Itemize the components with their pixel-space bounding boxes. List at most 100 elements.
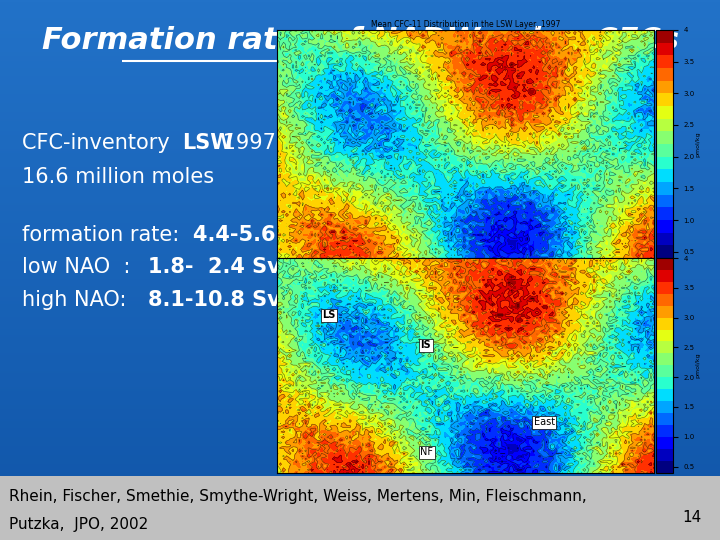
- Bar: [0, 261, 720, 263]
- Bar: [0, 50, 720, 52]
- Bar: [0, 417, 720, 420]
- Bar: [0, 398, 720, 400]
- Bar: [0, 201, 720, 204]
- Bar: [0, 443, 720, 444]
- Bar: [0, 434, 720, 436]
- Bar: [0, 517, 720, 518]
- Bar: [0, 436, 720, 437]
- Bar: [0, 164, 720, 166]
- Bar: [0, 387, 720, 389]
- Text: low NAO  :: low NAO :: [22, 257, 137, 278]
- Bar: [0, 270, 720, 272]
- Bar: [0, 198, 720, 200]
- Bar: [0, 371, 720, 373]
- Bar: [0, 508, 720, 509]
- Bar: [0, 506, 720, 508]
- Bar: [0, 171, 720, 173]
- Bar: [0, 518, 720, 520]
- Bar: [0, 23, 720, 25]
- Bar: [0, 461, 720, 463]
- Bar: [0, 475, 720, 477]
- Bar: [0, 295, 720, 297]
- Bar: [0, 454, 720, 455]
- Bar: [0, 9, 720, 11]
- Bar: [0, 232, 720, 234]
- Bar: [0, 439, 720, 441]
- Bar: [0, 25, 720, 27]
- Bar: [0, 200, 720, 201]
- Bar: [0, 468, 720, 470]
- Bar: [0, 299, 720, 301]
- Bar: [0, 520, 720, 522]
- Bar: [0, 409, 720, 410]
- Bar: [0, 258, 720, 259]
- Bar: [0, 390, 720, 393]
- Bar: [0, 135, 720, 137]
- Bar: [0, 279, 720, 281]
- Bar: [0, 412, 720, 414]
- Bar: [0, 528, 720, 529]
- Bar: [0, 211, 720, 212]
- Bar: [0, 11, 720, 12]
- Bar: [0, 88, 720, 90]
- Bar: [0, 74, 720, 76]
- Bar: [0, 522, 720, 524]
- Bar: [0, 133, 720, 135]
- Bar: [0, 501, 720, 502]
- Bar: [0, 275, 720, 277]
- Bar: [0, 15, 720, 16]
- Bar: [0, 204, 720, 205]
- Bar: [0, 329, 720, 331]
- Bar: [0, 490, 720, 491]
- Bar: [0, 182, 720, 184]
- Bar: [0, 166, 720, 167]
- Bar: [0, 405, 720, 407]
- Bar: [0, 509, 720, 511]
- Bar: [0, 393, 720, 394]
- Bar: [0, 319, 720, 320]
- Bar: [0, 292, 720, 293]
- Bar: [0, 495, 720, 497]
- Bar: [0, 421, 720, 423]
- Bar: [0, 119, 720, 120]
- Bar: [0, 351, 720, 353]
- Bar: [0, 185, 720, 187]
- Bar: [0, 380, 720, 382]
- Bar: [0, 234, 720, 236]
- Bar: [0, 205, 720, 207]
- Bar: [0, 81, 720, 83]
- Bar: [0, 12, 720, 15]
- Text: formation rate:: formation rate:: [22, 225, 179, 245]
- Bar: [0, 126, 720, 128]
- Bar: [0, 0, 720, 2]
- Bar: [0, 241, 720, 243]
- Bar: [0, 535, 720, 536]
- Bar: [0, 167, 720, 169]
- Bar: [0, 131, 720, 133]
- Bar: [0, 265, 720, 266]
- Bar: [0, 502, 720, 504]
- Bar: [0, 117, 720, 119]
- Bar: [0, 146, 720, 147]
- Bar: [0, 513, 720, 515]
- Bar: [0, 140, 720, 142]
- Bar: [0, 459, 720, 461]
- Bar: [0, 2, 720, 4]
- Bar: [0, 281, 720, 282]
- Bar: [0, 382, 720, 383]
- Bar: [0, 333, 720, 335]
- Bar: [0, 353, 720, 355]
- Bar: [0, 315, 720, 317]
- Bar: [0, 288, 720, 290]
- Bar: [0, 285, 720, 286]
- Bar: [0, 306, 720, 308]
- Bar: [0, 227, 720, 228]
- Bar: [0, 69, 720, 70]
- Title: Mean CFC-11 Distribution in the LSW Layer, 1997: Mean CFC-11 Distribution in the LSW Laye…: [371, 20, 560, 29]
- Bar: [0, 401, 720, 403]
- Bar: [0, 373, 720, 374]
- Bar: [0, 479, 720, 481]
- Bar: [0, 83, 720, 85]
- Bar: [0, 108, 720, 110]
- Bar: [0, 425, 720, 427]
